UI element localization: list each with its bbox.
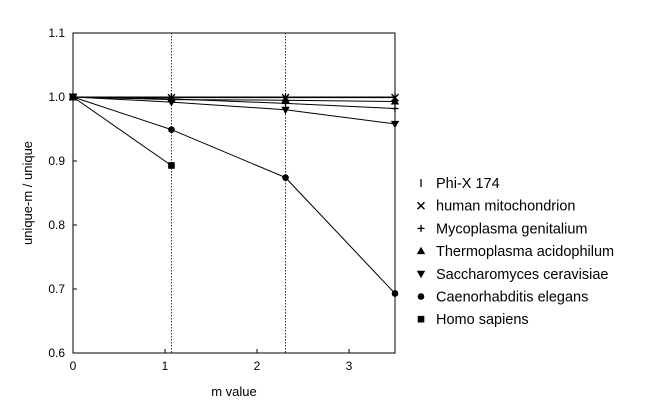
y-tick-label-5: 1.1 — [48, 26, 65, 40]
data-point-s3-2 — [281, 95, 290, 104]
legend-marker-6 — [417, 315, 425, 323]
legend-label-4: Saccharomyces ceravisiae — [436, 267, 608, 283]
series-line-3 — [72, 96, 396, 102]
legend-marker-5 — [417, 293, 425, 300]
y-tick-label-0: 0.6 — [48, 346, 65, 360]
legend-item-5: Caenorhabditis elegans — [417, 290, 588, 306]
legend-item-3: Thermoplasma acidophilum — [416, 244, 614, 260]
legend-label-5: Caenorhabditis elegans — [436, 290, 588, 306]
axes: 0 1 2 3 0.6 0.7 0.8 0.9 1.0 1.1 — [48, 26, 352, 373]
legend-label-3: Thermoplasma acidophilum — [436, 244, 614, 260]
legend-item-1: human mitochondrion — [417, 199, 575, 215]
y-tick-label-1: 0.7 — [48, 282, 65, 296]
series-line-4 — [72, 96, 396, 125]
data-point-s6-0 — [69, 93, 77, 101]
reference-lines — [171, 33, 286, 353]
x-tick-label-1: 1 — [162, 359, 169, 373]
legend-marker-4 — [416, 270, 426, 279]
legend: Phi-X 174 human mitochondrion Mycoplasma g… — [416, 176, 614, 328]
legend-item-0: Phi-X 174 — [420, 176, 500, 192]
series-line-5 — [72, 96, 396, 294]
y-tick-label-2: 0.8 — [48, 218, 65, 232]
x-tick-label-0: 0 — [70, 359, 77, 373]
legend-label-0: Phi-X 174 — [436, 176, 500, 192]
data-point-s6-1 — [168, 162, 175, 169]
plot-frame — [72, 32, 396, 354]
legend-marker-3 — [416, 246, 426, 255]
series-line-6 — [72, 96, 172, 166]
data-point-s4-3 — [390, 120, 400, 129]
y-tick-label-3: 0.9 — [48, 154, 65, 168]
legend-item-4: Saccharomyces ceravisiae — [416, 267, 608, 283]
series-markers — [68, 92, 400, 297]
x-tick-label-2: 2 — [254, 359, 261, 373]
data-point-s5-2 — [282, 174, 289, 181]
y-axis-title: unique-m / unique — [20, 141, 35, 245]
legend-marker-1 — [417, 201, 425, 210]
x-tick-label-3: 3 — [346, 359, 353, 373]
data-point-s4-2 — [281, 106, 290, 115]
data-point-s2-3 — [391, 105, 399, 113]
x-axis-title: m value — [211, 384, 257, 399]
data-point-s5-1 — [168, 126, 175, 133]
data-point-s5-3 — [391, 290, 399, 297]
legend-label-6: Homo sapiens — [436, 312, 529, 328]
series-line-1 — [72, 96, 395, 99]
legend-item-6: Homo sapiens — [417, 312, 529, 328]
legend-item-2: Mycoplasma genitalium — [417, 221, 588, 237]
legend-label-2: Mycoplasma genitalium — [436, 221, 588, 237]
data-point-s3-3 — [390, 97, 400, 105]
data-point-s4-1 — [167, 99, 176, 107]
series-lines — [72, 96, 396, 294]
y-tick-label-4: 1.0 — [48, 90, 65, 104]
legend-label-1: human mitochondrion — [436, 199, 575, 215]
legend-marker-2 — [417, 224, 425, 232]
